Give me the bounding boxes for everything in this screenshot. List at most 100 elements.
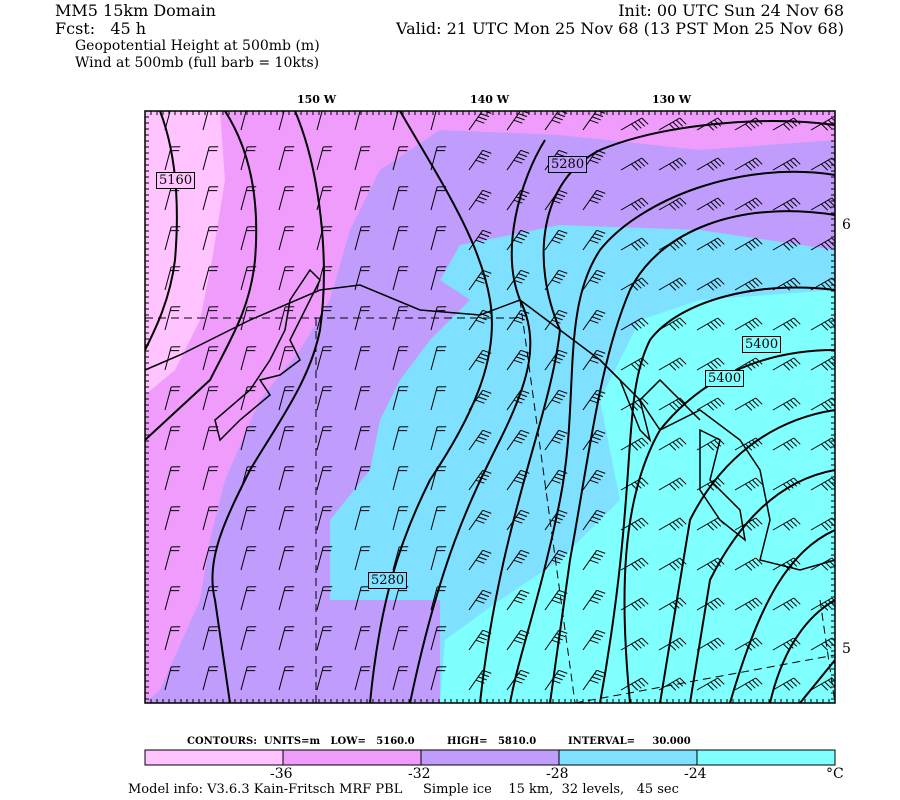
lat-label-lower: 5 [842, 641, 851, 657]
wind-barb [164, 666, 181, 691]
wind-barb [582, 189, 606, 211]
wind-barb [430, 226, 447, 251]
wind-barb [506, 429, 530, 451]
wind-barb [240, 146, 257, 171]
wind-barb [810, 437, 835, 451]
wind-barb [202, 146, 219, 171]
wind-barb [430, 266, 447, 291]
wind-barb [772, 597, 801, 611]
wind-barb [164, 306, 181, 331]
wind-barb [582, 269, 606, 291]
domain-title: MM5 15km Domain [55, 1, 216, 20]
wind-barb [620, 637, 649, 651]
wind-barb [164, 426, 181, 451]
wind-barb [772, 357, 801, 371]
model-info: Model info: V3.6.3 Kain-Fritsch MRF PBL … [128, 782, 679, 797]
lon-label-140w: 140 W [470, 93, 510, 106]
wind-barb [278, 546, 295, 571]
wind-barb [582, 669, 606, 691]
wind-barb [430, 506, 447, 531]
wind-barb [696, 677, 725, 691]
wind-barb [734, 557, 763, 571]
wind-barb [620, 157, 649, 171]
wind-barb [316, 146, 333, 171]
wind-barb [582, 309, 606, 331]
wind-barb [392, 626, 409, 651]
wind-barb [392, 146, 409, 171]
wind-barb [468, 229, 492, 251]
wind-barb [240, 111, 256, 131]
wind-barb [772, 317, 801, 331]
wind-barb [506, 149, 530, 171]
contour-label-5280-bottom: 5280 [368, 572, 408, 589]
wind-barb [696, 237, 725, 251]
wind-barb [734, 157, 763, 171]
wind-barb [316, 111, 332, 131]
wind-barb [430, 386, 447, 411]
wind-barb [354, 506, 371, 531]
wind-barb [240, 346, 257, 371]
wind-barb [240, 546, 257, 571]
fill-magenta [145, 111, 835, 703]
wind-barb [202, 626, 219, 651]
contour-label-5400-left: 5400 [705, 370, 745, 387]
wind-barb [582, 509, 606, 531]
map-frame [144, 110, 836, 704]
wind-barb [354, 426, 371, 451]
wind-barb [544, 229, 568, 251]
colorbar [144, 749, 836, 766]
wind-barb [544, 549, 568, 571]
wind-barb [506, 549, 530, 571]
colorbar-bin [282, 749, 422, 766]
wind-barb [278, 226, 295, 251]
wind-barb [354, 666, 371, 691]
wind-barb [430, 426, 447, 451]
contour-high: HIGH= 5810.0 [447, 736, 537, 747]
wind-barb [430, 666, 447, 691]
wind-barb [658, 437, 687, 451]
contour-info: CONTOURS: UNITS=m LOW= 5160.0 [187, 736, 415, 747]
wind-barb [430, 346, 447, 371]
wind-barb [240, 426, 257, 451]
wind-barb [164, 546, 181, 571]
wind-barb [696, 637, 725, 651]
wind-barb [734, 277, 763, 291]
wind-barb [354, 146, 371, 171]
wind-barb [392, 666, 409, 691]
wind-barb [164, 466, 181, 491]
lat-label-upper: 6 [842, 217, 851, 233]
wind-barb [430, 546, 447, 571]
wind-barb [734, 397, 763, 411]
lon-label-150w: 150 W [297, 93, 337, 106]
forecast-hour: Fcst: 45 h [55, 19, 147, 38]
wind-barb [506, 229, 530, 251]
wind-barb [658, 317, 687, 331]
wind-barb [164, 626, 181, 651]
wind-barb [392, 111, 408, 131]
colorbar-tick: -28 [546, 766, 569, 782]
wind-barb [544, 469, 568, 491]
wind-barb [240, 586, 257, 611]
wind-barb [240, 226, 257, 251]
wind-barb [658, 277, 687, 291]
wind-barb [734, 117, 763, 131]
wind-barb [582, 589, 606, 611]
wind-barb [582, 549, 606, 571]
colorbar-unit: °C [826, 766, 844, 782]
wind-barb [506, 111, 530, 131]
colorbar-bin [558, 749, 698, 766]
wind-barb [620, 437, 649, 451]
wind-barb [544, 111, 568, 131]
contour-interval: INTERVAL= 30.000 [568, 736, 691, 747]
wind-barb [164, 386, 181, 411]
wind-barb [240, 666, 257, 691]
wind-barb [202, 266, 219, 291]
colorbar-bin [420, 749, 560, 766]
colorbar-tick: -32 [408, 766, 431, 782]
lon-label-130w: 130 W [652, 93, 692, 106]
wind-barb [278, 506, 295, 531]
wind-barb [278, 386, 295, 411]
wind-barb [658, 517, 687, 531]
wind-barb [278, 426, 295, 451]
